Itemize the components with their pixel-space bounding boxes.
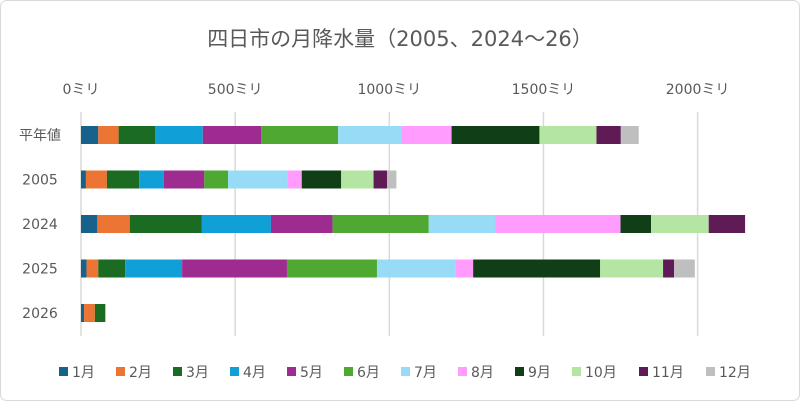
legend-label: 9月 — [528, 365, 551, 381]
bar-segment-2025-8月 — [455, 259, 474, 278]
x-tick-label: 500ミリ — [208, 82, 263, 98]
legend-label: 7月 — [414, 365, 437, 381]
bar-segment-2024-10月 — [651, 215, 709, 233]
bar-segment-2005-7月 — [228, 170, 288, 189]
bar-segment-2025-2月 — [86, 259, 99, 278]
bar-segment-平年値-4月 — [154, 126, 203, 144]
bar-segment-2005-2月 — [85, 170, 107, 189]
bar-segment-平年値-10月 — [539, 126, 597, 144]
legend-swatch — [401, 367, 410, 376]
bar-segment-2024-8月 — [495, 215, 621, 233]
bar-segment-2024-6月 — [332, 215, 429, 233]
y-category-label: 2024 — [22, 217, 58, 233]
y-category-label: 2005 — [22, 173, 58, 189]
bar-segment-2025-12月 — [674, 259, 695, 278]
y-category-label: 2025 — [22, 262, 58, 278]
bar-segment-平年値-6月 — [261, 126, 339, 144]
legend-swatch — [116, 367, 125, 376]
bar-segment-2025-5月 — [182, 259, 287, 278]
bar-segment-平年値-3月 — [118, 126, 155, 144]
x-tick-label: 1500ミリ — [512, 82, 576, 98]
legend-swatch — [639, 367, 648, 376]
bar-segment-2024-2月 — [97, 215, 130, 233]
bar-segment-2005-9月 — [301, 170, 342, 189]
bar-segment-2026-1月 — [81, 304, 85, 322]
bar-segment-2024-9月 — [620, 215, 652, 233]
bar-segment-2005-8月 — [287, 170, 302, 189]
legend-swatch — [515, 367, 524, 376]
legend-label: 12月 — [719, 365, 751, 381]
bar-segment-2025-3月 — [98, 259, 126, 278]
bar-segment-平年値-9月 — [451, 126, 540, 144]
legend-swatch — [706, 367, 715, 376]
bar-segment-2024-1月 — [81, 215, 98, 233]
bar-segment-2024-3月 — [129, 215, 202, 233]
legend-swatch — [458, 367, 467, 376]
y-category-label: 2026 — [22, 306, 58, 322]
bar-segment-2025-4月 — [125, 259, 183, 278]
bar-segment-2005-1月 — [81, 170, 86, 189]
bar-segment-平年値-2月 — [98, 126, 119, 144]
x-tick-label: 2000ミリ — [666, 82, 730, 98]
legend-swatch — [344, 367, 353, 376]
bar-segment-2005-5月 — [163, 170, 205, 189]
bar-segment-2005-4月 — [139, 170, 164, 189]
bar-segment-2025-9月 — [473, 259, 601, 278]
bar-segment-平年値-8月 — [401, 126, 452, 144]
bar-segment-平年値-12月 — [620, 126, 639, 144]
bar-segment-2026-3月 — [94, 304, 106, 322]
legend-label: 1月 — [72, 365, 95, 381]
legend-swatch — [287, 367, 296, 376]
bar-segment-2005-10月 — [341, 170, 374, 189]
legend-label: 10月 — [585, 365, 617, 381]
bar-segment-2025-11月 — [663, 259, 675, 278]
legend-label: 2月 — [129, 365, 152, 381]
legend-label: 3月 — [186, 365, 209, 381]
bar-segment-2024-4月 — [201, 215, 271, 233]
legend-label: 5月 — [300, 365, 323, 381]
legend-label: 11月 — [652, 365, 684, 381]
bar-segment-2005-3月 — [106, 170, 140, 189]
legend-swatch — [230, 367, 239, 376]
bar-segment-平年値-7月 — [338, 126, 402, 144]
legend-label: 8月 — [471, 365, 494, 381]
legend-swatch — [572, 367, 581, 376]
bar-segment-平年値-5月 — [202, 126, 262, 144]
x-tick-label: 1000ミリ — [357, 82, 421, 98]
bar-segment-2024-7月 — [428, 215, 496, 233]
legend-swatch — [59, 367, 68, 376]
bar-segment-2025-1月 — [81, 259, 87, 278]
bar-segment-2005-6月 — [204, 170, 229, 189]
y-category-label: 平年値 — [19, 128, 61, 144]
bar-segment-2025-7月 — [376, 259, 456, 278]
legend-swatch — [173, 367, 182, 376]
bar-segment-2025-6月 — [286, 259, 377, 278]
bar-segment-2026-2月 — [84, 304, 95, 322]
bar-segment-平年値-11月 — [596, 126, 621, 144]
bar-segment-平年値-1月 — [81, 126, 99, 144]
chart-title: 四日市の月降水量（2005、2024～26） — [207, 27, 593, 51]
bar-segment-2005-12月 — [387, 170, 397, 189]
bar-segment-2005-11月 — [373, 170, 388, 189]
bar-segment-2025-10月 — [600, 259, 664, 278]
legend-label: 6月 — [357, 365, 380, 381]
bar-segment-2024-5月 — [270, 215, 333, 233]
bar-segment-2024-11月 — [708, 215, 746, 233]
x-tick-label: 0ミリ — [63, 82, 100, 98]
legend-label: 4月 — [243, 365, 266, 381]
